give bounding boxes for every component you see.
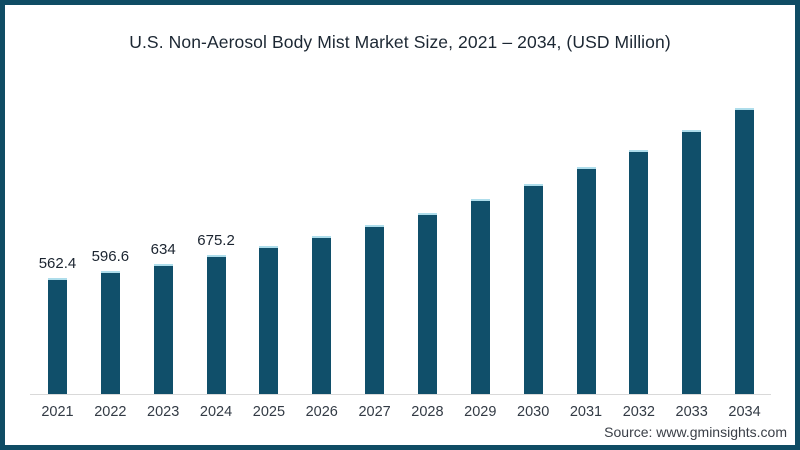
x-axis-label-2023: 2023	[147, 404, 180, 420]
x-axis-label-2031: 2031	[569, 404, 603, 420]
chart-bar-2027	[365, 225, 385, 394]
chart-bar-2032	[629, 150, 649, 394]
chart-bar-2028	[417, 213, 437, 394]
x-axis-label-2033: 2033	[675, 404, 708, 420]
x-axis-line	[30, 394, 771, 395]
x-axis-label-2024: 2024	[199, 404, 233, 420]
x-axis-label-2021: 2021	[41, 404, 74, 420]
chart-bar-2021	[48, 278, 67, 394]
bar-value-label-2024: 675.2	[197, 232, 235, 249]
chart-bar-2030	[523, 184, 543, 394]
x-axis-label-2032: 2032	[622, 404, 655, 420]
chart-title: U.S. Non-Aerosol Body Mist Market Size, …	[129, 32, 671, 52]
x-axis-label-2026: 2026	[305, 404, 338, 420]
chart-bar-2023	[153, 264, 173, 394]
chart-bar-2024	[206, 255, 226, 394]
x-axis-label-2030: 2030	[517, 404, 550, 420]
x-axis-label-2028: 2028	[411, 404, 444, 420]
chart-bar-2033	[682, 130, 702, 394]
chart-bar-2031	[576, 167, 596, 394]
x-axis-label-2022: 2022	[94, 404, 127, 420]
chart-bar-2034	[735, 108, 755, 394]
bar-value-label-2022: 596.6	[91, 248, 130, 265]
bar-value-label-2023: 634	[150, 241, 176, 258]
chart-bar-2029	[470, 199, 490, 394]
x-axis-label-2029: 2029	[464, 404, 497, 420]
x-axis-label-2025: 2025	[252, 404, 286, 420]
bar-value-label-2021: 562.4	[38, 255, 77, 272]
chart-bar-2026	[312, 236, 332, 394]
chart-bar-2022	[100, 271, 120, 394]
source-credit: Source: www.gminsights.com	[604, 424, 787, 440]
chart-bar-2025	[259, 246, 279, 394]
plot-area: 562.4 2021 596.6 2022 634 2023 675.2 2024 2025 20…	[5, 5, 795, 445]
x-axis-label-2034: 2034	[728, 404, 761, 420]
x-axis-label-2027: 2027	[358, 404, 391, 420]
